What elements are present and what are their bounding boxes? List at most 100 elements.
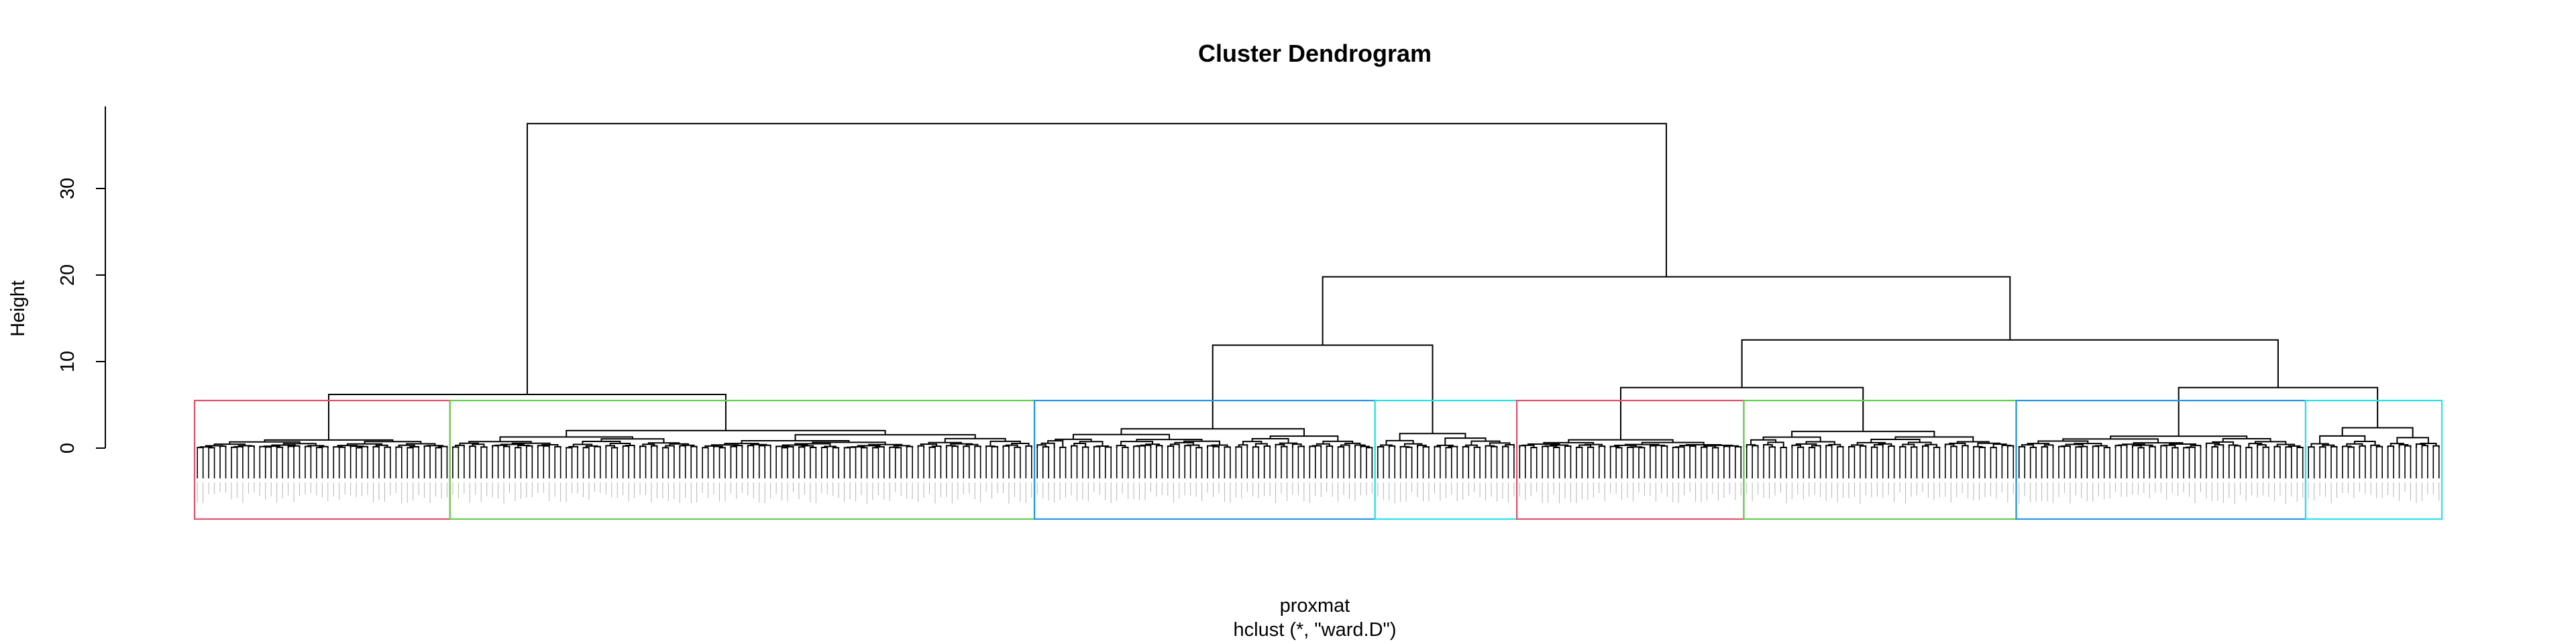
dendrogram-link [2396, 437, 2429, 444]
dendrogram-link [2061, 445, 2071, 448]
dendrogram-link [582, 441, 621, 445]
dendrogram-link [1399, 433, 1466, 441]
dendrogram-link [650, 445, 658, 448]
dendrogram-link [1436, 444, 1454, 447]
cluster-rect [2304, 399, 2443, 520]
dendrogram-link [1081, 446, 1089, 448]
dendrogram-link [1464, 444, 1478, 447]
dendrogram-link [1405, 446, 1413, 448]
dendrogram-link [2171, 447, 2179, 449]
dendrogram-link [868, 443, 903, 446]
dendrogram-link [2092, 445, 2100, 448]
dendrogram-link [585, 445, 598, 448]
cluster-rect [1743, 399, 2017, 520]
dendrogram-link [1837, 445, 1844, 448]
dendrogram-link [781, 447, 789, 449]
dendrogram-link [1462, 446, 1470, 448]
dendrogram-link [543, 445, 550, 448]
dendrogram-link [2160, 445, 2167, 448]
dendrogram-link [2021, 444, 2034, 447]
dendrogram-link [1977, 442, 2001, 447]
dendrogram-link [395, 446, 402, 448]
dendrogram-link [1444, 437, 1487, 445]
dendrogram-link [208, 447, 215, 449]
dendrogram-link [1337, 446, 1345, 448]
dendrogram-link [1587, 446, 1595, 448]
dendrogram-link [679, 445, 686, 448]
dendrogram-link [974, 445, 981, 448]
dendrogram-link [1870, 446, 1878, 448]
dendrogram-link [730, 445, 737, 448]
dendrogram-link [2078, 445, 2088, 448]
dendrogram-link [1422, 446, 1430, 448]
dendrogram-link [1140, 444, 1152, 448]
y-tick-label: 30 [57, 178, 78, 199]
dendrogram-link [1762, 436, 1821, 442]
dendrogram-link [468, 441, 532, 443]
dendrogram-link [2254, 441, 2287, 445]
dendrogram-link [1309, 445, 1316, 448]
dendrogram-link [2006, 445, 2015, 448]
dendrogram-link [1870, 439, 1921, 443]
dendrogram-link [906, 445, 914, 448]
dendrogram-link [1768, 446, 1776, 448]
dendrogram-link [1195, 447, 1203, 449]
leaf-lines [197, 448, 2440, 504]
dendrogram-link [1485, 445, 1495, 448]
dendrogram-link [1344, 442, 1361, 445]
dendrogram-link [398, 444, 415, 447]
dendrogram-link [1212, 445, 1220, 448]
dendrogram-link [2137, 447, 2145, 449]
dendrogram-link [2375, 445, 2383, 448]
dendrogram-link [718, 447, 726, 449]
dendrogram-link [1279, 442, 1298, 445]
dendrogram-link [248, 445, 255, 448]
dendrogram-link [871, 447, 879, 449]
dendrogram-link [2404, 445, 2412, 448]
dendrogram-link [1096, 445, 1109, 447]
dendrogram-link [1360, 445, 1371, 448]
dendrogram-link [1491, 445, 1498, 448]
dendrogram-link [1473, 446, 1481, 448]
cluster-rect [1033, 399, 1376, 520]
chart-title: Cluster Dendrogram [1198, 40, 1432, 67]
dendrogram-link [451, 446, 460, 448]
dendrogram-link [1553, 446, 1560, 448]
y-axis-label: Height [7, 280, 29, 337]
dendrogram-link [1674, 446, 1685, 448]
dendrogram-link [526, 123, 1667, 395]
dendrogram-link [503, 445, 511, 448]
dendrogram-link [1404, 443, 1423, 447]
dendrogram-link [409, 445, 420, 448]
dendrogram-link [2415, 443, 2426, 448]
dendrogram-link [1377, 446, 1385, 448]
dendrogram-link [333, 446, 343, 448]
dendrogram-link [537, 445, 547, 448]
dendrogram-link [1709, 444, 1733, 446]
dendrogram-link [1584, 443, 1603, 447]
dendrogram-link [1133, 445, 1140, 448]
dendrogram-link [264, 439, 394, 442]
dendrogram-link [704, 445, 719, 448]
dendrogram-link [435, 447, 442, 449]
dendrogram-link [1859, 445, 1867, 448]
dendrogram-link [566, 429, 886, 437]
dendrogram-link [1741, 339, 2279, 388]
dendrogram-link [1811, 445, 1821, 448]
dendrogram-link [2190, 445, 2202, 448]
dendrogram-link [213, 443, 246, 446]
dendrogram-link [991, 445, 999, 448]
dendrogram-link [2178, 386, 2379, 437]
dendrogram-link [1071, 445, 1078, 448]
dendrogram-link [2110, 435, 2248, 439]
dendrogram-link [2018, 445, 2026, 448]
dendrogram-link [1543, 441, 1595, 445]
dendrogram-link [1796, 446, 1805, 448]
y-tick-label: 20 [57, 264, 78, 286]
method-subtitle: hclust (*, "ward.D") [1234, 619, 1397, 641]
dendrogram-link [1847, 445, 1856, 448]
dendrogram-link [594, 445, 601, 448]
dendrogram-link [423, 445, 431, 448]
dendrogram-link [572, 443, 593, 447]
y-axis: 0 10 20 30 [57, 106, 106, 453]
